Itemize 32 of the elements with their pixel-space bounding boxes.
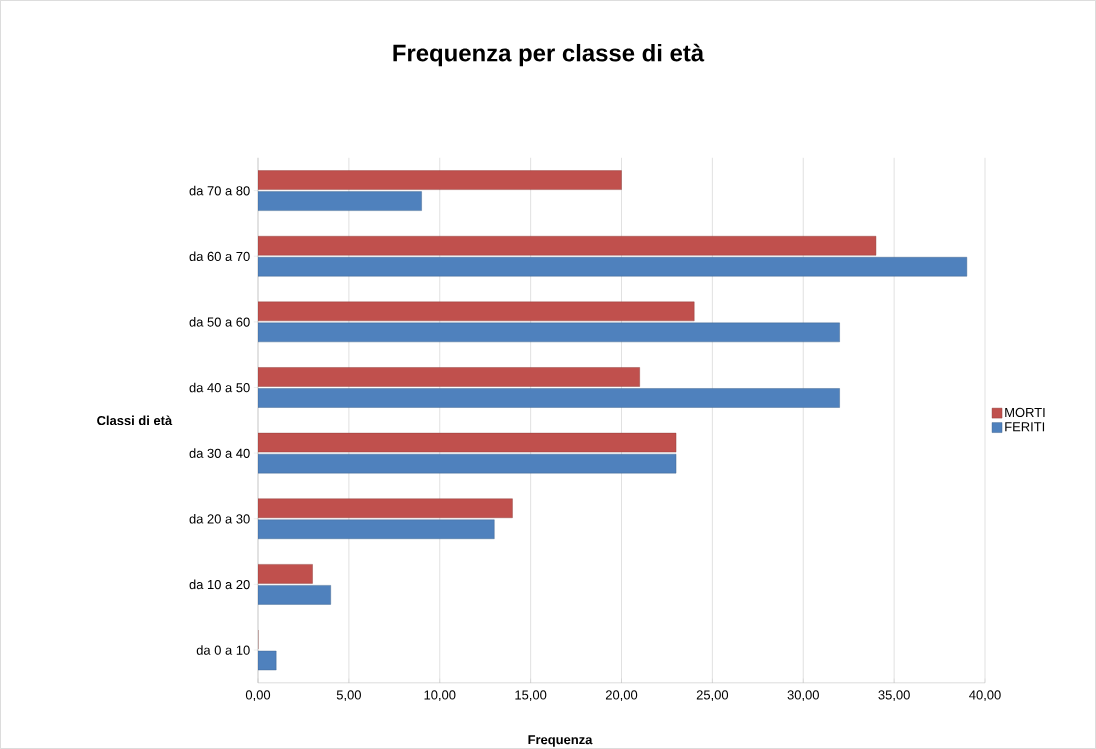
y-tick-label: da 20 a 30 xyxy=(189,513,250,524)
x-axis-title: Frequenza xyxy=(528,735,593,747)
y-tick-label: da 30 a 40 xyxy=(189,448,250,458)
x-tick-label: 15,00 xyxy=(515,690,547,702)
x-tick-label: 35,00 xyxy=(878,690,910,702)
chart-title: Frequenza per classe di età xyxy=(393,43,705,67)
y-tick-label: da 40 a 50 xyxy=(189,382,250,393)
y-tick-label: da 70 a 80 xyxy=(189,185,250,196)
bar xyxy=(258,170,622,190)
bar xyxy=(258,388,840,408)
bar xyxy=(258,236,877,256)
y-tick-label: da 50 a 60 xyxy=(189,317,250,327)
bar xyxy=(258,585,331,605)
legend-label: MORTI xyxy=(1005,407,1045,418)
bar xyxy=(258,367,640,387)
x-tick-label: 40,00 xyxy=(969,690,1001,702)
legend-label: FERITI xyxy=(1005,422,1045,432)
bar xyxy=(258,257,968,277)
bar xyxy=(258,191,422,211)
x-tick-label: 25,00 xyxy=(696,690,729,702)
x-tick-label: 10,00 xyxy=(424,690,456,702)
x-tick-label: 0,00 xyxy=(245,690,271,702)
bar xyxy=(258,519,495,539)
x-tick-label: 20,00 xyxy=(605,690,638,702)
y-tick-label: da 0 a 10 xyxy=(196,645,250,655)
y-tick-label: da 10 a 20 xyxy=(189,579,250,590)
bar xyxy=(258,564,313,584)
y-tick-label: da 60 a 70 xyxy=(189,251,250,261)
bar xyxy=(258,498,513,518)
x-tick-label: 30,00 xyxy=(787,690,819,702)
y-axis-title: Classi di età xyxy=(97,415,173,426)
x-tick-label: 5,00 xyxy=(336,690,361,702)
